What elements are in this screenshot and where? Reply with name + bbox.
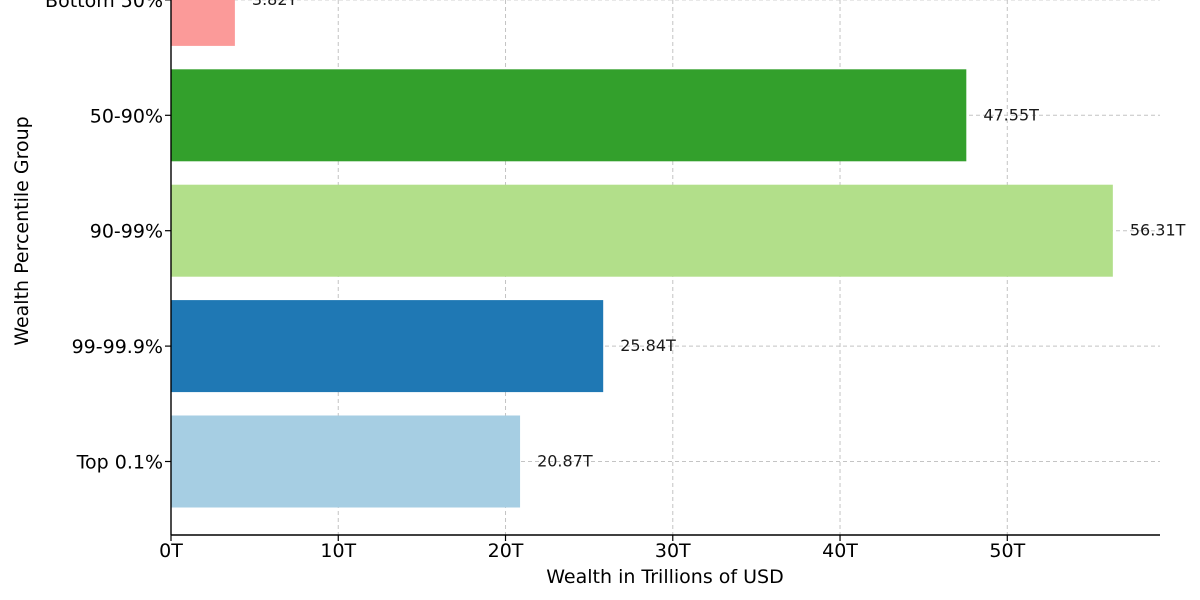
x-tick-label: 50T bbox=[989, 540, 1025, 562]
bar-50-90- bbox=[171, 69, 967, 162]
bar-value-label: 56.31T bbox=[1130, 221, 1186, 240]
y-tick-label: Bottom 50% bbox=[45, 0, 163, 12]
bar-top-0-1- bbox=[171, 415, 521, 508]
bar-value-label: 47.55T bbox=[983, 105, 1039, 124]
bar-value-label: 3.82T bbox=[252, 0, 298, 9]
bar-value-label: 25.84T bbox=[620, 336, 676, 355]
y-tick-label: 50-90% bbox=[90, 105, 163, 127]
x-tick-label: 40T bbox=[822, 540, 858, 562]
x-tick-label: 30T bbox=[655, 540, 691, 562]
x-axis-title: Wealth in Trillions of USD bbox=[546, 566, 783, 588]
bar-99-99-9- bbox=[171, 300, 604, 393]
x-tick-label: 20T bbox=[488, 540, 524, 562]
x-tick-label: 0T bbox=[159, 540, 183, 562]
y-tick-label: Top 0.1% bbox=[76, 452, 163, 474]
x-tick-label: 10T bbox=[320, 540, 356, 562]
y-tick-label: 90-99% bbox=[90, 221, 163, 243]
y-axis-title: Wealth Percentile Group bbox=[11, 116, 33, 345]
bar-90-99- bbox=[171, 184, 1113, 277]
data-labels: 20.87T 25.84T 56.31T 47.55T 3.82T bbox=[252, 0, 1186, 471]
bars bbox=[171, 0, 1113, 508]
axes: 0T 10T 20T 30T 40T 50T Top 0.1% 99-99.9% 90-99% 5… bbox=[45, 0, 1160, 562]
bar-bottom-50- bbox=[171, 0, 235, 46]
y-tick-label: 99-99.9% bbox=[72, 336, 163, 358]
bar-value-label: 20.87T bbox=[537, 452, 593, 471]
